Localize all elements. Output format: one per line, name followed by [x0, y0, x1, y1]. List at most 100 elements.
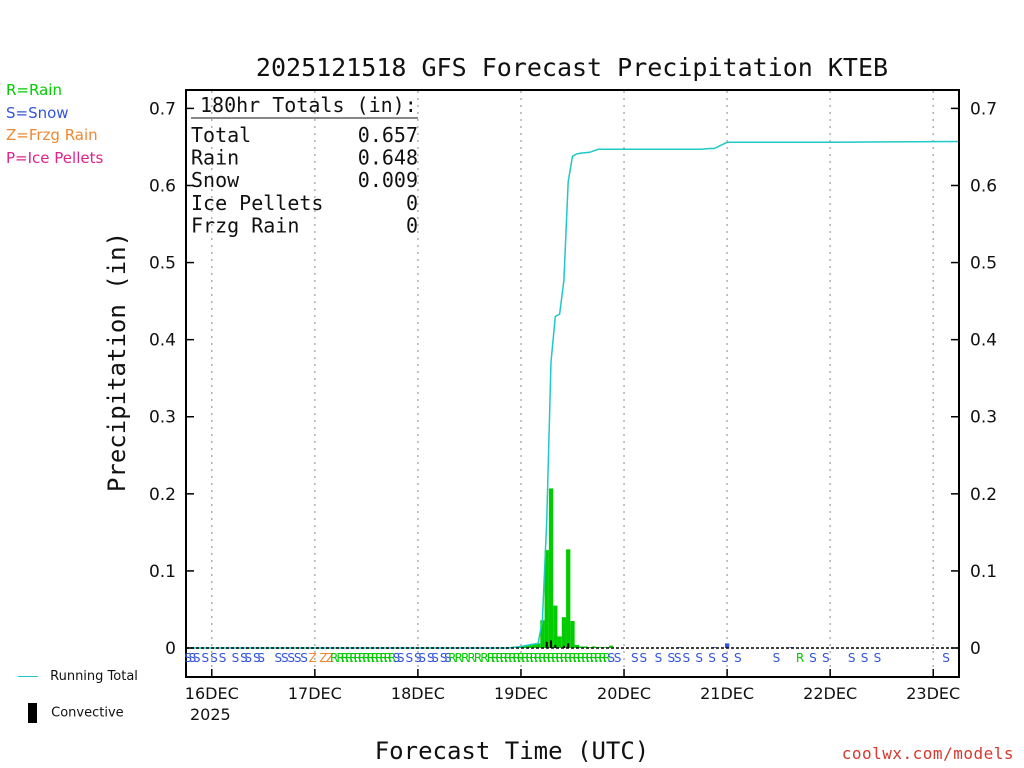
ptype-marker: S	[202, 651, 210, 665]
ptype-marker: R	[568, 651, 576, 665]
precip-bar-rain	[523, 645, 528, 648]
totals-heading: 180hr Totals (in):	[200, 93, 417, 117]
ptype-marker: S	[809, 651, 817, 665]
ptype-marker: S	[773, 651, 781, 665]
ptype-marker: S	[874, 651, 882, 665]
totals-row-value: 0	[406, 213, 418, 237]
y-tick-label: 0	[970, 639, 981, 659]
ptype-marker: R	[594, 651, 602, 665]
x-tick-label: 21DEC	[700, 684, 754, 703]
ptype-marker: Z	[319, 651, 327, 665]
running-total-label: Running Total	[50, 669, 138, 684]
y-ticks-left: 0 0.1 0.2 0.3 0.4 0.5 0.6 0.7	[149, 99, 194, 659]
ptype-marker: S	[695, 651, 703, 665]
legend-snow: S=Snow	[6, 103, 69, 122]
ptype-marker: S	[418, 651, 426, 665]
ptype-marker: S	[393, 651, 401, 665]
precip-bar-rain	[587, 647, 592, 649]
ptype-marker: R	[564, 651, 572, 665]
ptype-marker: R	[555, 651, 563, 665]
y-grid	[211, 91, 934, 676]
precip-bar-rain	[544, 550, 549, 648]
totals-row-label: Total	[191, 123, 251, 147]
ptype-marker: R	[538, 651, 546, 665]
ptype-marker: R	[586, 651, 594, 665]
precip-bar-rain	[570, 621, 575, 648]
ptype-marker: S	[427, 651, 435, 665]
y-tick-label: 0.6	[149, 176, 176, 196]
ptype-marker: R	[379, 651, 387, 665]
ptype-marker: R	[513, 651, 521, 665]
x-tick-label: 23DEC	[906, 684, 960, 703]
running-total-line	[186, 140, 960, 649]
y-tick-label: 0.3	[149, 408, 176, 428]
x-tick-label: 19DEC	[494, 684, 548, 703]
totals-row-value: 0.009	[358, 168, 418, 192]
precip-bar-convective	[545, 641, 548, 648]
totals-row-value: 0	[406, 191, 418, 215]
totals-row-label: Rain	[191, 146, 239, 170]
y-tick-label: 0.7	[970, 99, 997, 119]
y-tick-label: 0.4	[149, 331, 176, 351]
ptype-marker: R	[336, 651, 344, 665]
ptype-marker: S	[244, 651, 252, 665]
convective-swatch	[28, 703, 37, 723]
ptype-marker: S	[184, 651, 192, 665]
x-ticks: 16DEC 17DEC 18DEC 19DEC 20DEC 21DEC 22DEC 23DEC	[185, 669, 960, 703]
ptype-marker: R	[560, 651, 568, 665]
totals-box: 180hr Totals (in): Total 0.657 Rain 0.648 Sn…	[191, 93, 418, 237]
x-tick-label: 20DEC	[597, 684, 651, 703]
ptype-marker: R	[543, 651, 551, 665]
ptype-marker: R	[366, 651, 374, 665]
chart-title: 2025121518 GFS Forecast Precipitation KT…	[256, 53, 888, 82]
credit-link[interactable]: coolwx.com/models	[841, 744, 1014, 763]
ptype-legend: R=Rain S=Snow Z=Frzg Rain P=Ice Pellets	[6, 79, 103, 169]
precip-bar-rain	[609, 645, 614, 648]
ptype-marker: S	[861, 651, 869, 665]
ptype-marker: R	[461, 651, 469, 665]
ptype-marker: S	[655, 651, 663, 665]
ptype-marker: S	[721, 651, 729, 665]
ptype-marker: S	[444, 651, 452, 665]
ptype-marker: R	[375, 651, 383, 665]
ptype-marker: S	[822, 651, 830, 665]
precip-bar-rain	[553, 605, 558, 648]
running-total-layer	[186, 140, 960, 649]
ptype-marker: S	[281, 651, 289, 665]
ptype-marker: Z	[309, 651, 317, 665]
ptype-marker: S	[193, 651, 201, 665]
ptype-marker: R	[362, 651, 370, 665]
totals-row-label: Snow	[191, 168, 240, 192]
precip-bar-convective	[562, 645, 565, 648]
ptype-marker: S	[942, 651, 950, 665]
ptype-marker: S	[708, 651, 716, 665]
y-tick-label: 0.5	[149, 254, 176, 274]
ptype-marker: R	[354, 651, 362, 665]
y-tick-label: 0.3	[970, 408, 997, 428]
y-tick-label: 0.5	[970, 254, 997, 274]
ptype-marker: S	[614, 651, 622, 665]
ptype-marker: S	[667, 651, 675, 665]
ptype-marker: R	[504, 651, 512, 665]
x-axis-label: Forecast Time (UTC)	[375, 737, 650, 765]
precip-bar-rain	[540, 620, 545, 648]
y-tick-label: 0.1	[149, 562, 176, 582]
ptype-marker: S	[607, 651, 615, 665]
y-tick-label: 0.6	[970, 176, 997, 196]
ptype-marker: R	[495, 651, 503, 665]
precip-bar-rain	[527, 644, 532, 648]
x-tick-label: 16DEC	[185, 684, 239, 703]
running-total-swatch	[18, 676, 38, 677]
totals-row-value: 0.657	[358, 123, 418, 147]
ptype-marker: R	[358, 651, 366, 665]
precip-bar-rain	[583, 646, 588, 648]
ptype-marker: S	[240, 651, 248, 665]
ptype-marker: R	[603, 651, 611, 665]
ptype-marker: S	[682, 651, 690, 665]
y-tick-label: 0	[165, 639, 176, 659]
ptype-marker: S	[674, 651, 682, 665]
ptype-marker: R	[349, 651, 357, 665]
y-tick-label: 0.4	[970, 331, 997, 351]
